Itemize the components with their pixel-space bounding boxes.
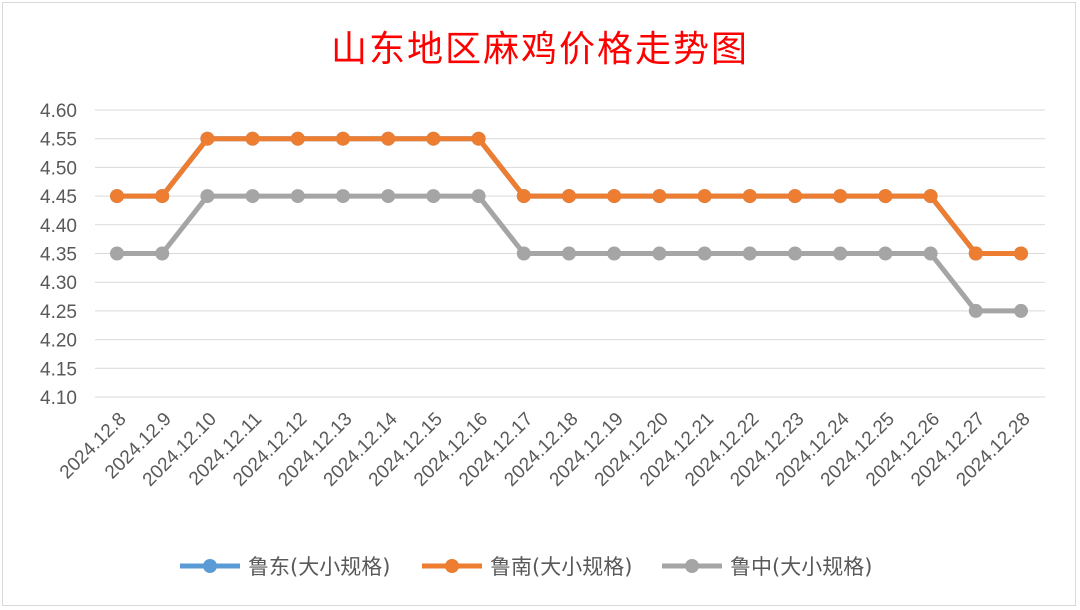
legend-swatch-marker — [445, 559, 459, 573]
data-point — [788, 246, 802, 261]
y-tick-label: 4.10 — [40, 388, 77, 409]
data-point — [742, 246, 757, 261]
y-axis-ticks: 4.10 4.15 4.20 4.25 4.30 4.35 4.40 4.45 4.50 4.55… — [40, 101, 77, 409]
legend-item: 鲁南(大小规格) — [422, 555, 632, 579]
data-point — [697, 189, 712, 204]
data-point — [471, 131, 486, 146]
data-point — [471, 189, 486, 204]
y-tick-label: 4.35 — [40, 245, 77, 266]
data-point — [290, 189, 305, 204]
y-tick-label: 4.55 — [40, 130, 77, 151]
chart-title: 山东地区麻鸡价格走势图 — [330, 29, 749, 70]
data-point — [607, 246, 622, 261]
data-point — [110, 246, 124, 261]
data-point — [336, 131, 350, 146]
data-point — [968, 303, 983, 318]
data-point — [290, 131, 305, 146]
legend-item: 鲁中(大小规格) — [662, 555, 872, 579]
data-point — [155, 246, 170, 261]
data-point — [336, 189, 350, 204]
data-point — [742, 189, 757, 204]
data-point — [245, 189, 260, 204]
y-tick-label: 4.15 — [40, 359, 77, 380]
data-point — [697, 246, 712, 261]
data-point — [923, 246, 938, 261]
data-point — [155, 189, 170, 204]
y-tick-label: 4.25 — [40, 302, 77, 323]
data-point — [652, 246, 667, 261]
data-point — [833, 246, 848, 261]
data-point — [968, 246, 983, 261]
data-point — [833, 189, 848, 204]
series-lines — [110, 131, 1028, 318]
data-point — [381, 189, 396, 204]
data-point — [652, 189, 667, 204]
y-tick-label: 4.40 — [40, 216, 77, 237]
legend: 鲁东(大小规格) 鲁南(大小规格) 鲁中(大小规格) — [180, 555, 872, 579]
legend-label: 鲁东(大小规格) — [248, 555, 390, 579]
data-point — [607, 189, 622, 204]
data-point — [516, 189, 531, 204]
data-point — [426, 131, 441, 146]
y-tick-label: 4.45 — [40, 187, 77, 208]
data-point — [1014, 246, 1028, 261]
data-point — [381, 131, 396, 146]
data-point — [878, 189, 893, 204]
data-point — [516, 246, 531, 261]
data-point — [562, 246, 576, 261]
legend-label: 鲁南(大小规格) — [490, 555, 632, 579]
x-axis-ticks: 2024.12.82024.12.92024.12.102024.12.1120… — [56, 408, 1035, 490]
series-3 — [110, 189, 1028, 318]
data-point — [923, 189, 938, 204]
y-tick-label: 4.20 — [40, 331, 77, 352]
data-point — [110, 189, 124, 204]
data-point — [200, 189, 215, 204]
legend-swatch-marker — [685, 559, 699, 573]
data-point — [562, 189, 576, 204]
data-point — [245, 131, 260, 146]
data-point — [878, 246, 893, 261]
data-point — [1014, 303, 1028, 318]
y-tick-label: 4.60 — [40, 101, 77, 122]
legend-swatch-marker — [203, 559, 217, 573]
data-point — [200, 131, 215, 146]
legend-item: 鲁东(大小规格) — [180, 555, 390, 579]
legend-label: 鲁中(大小规格) — [730, 555, 872, 579]
series-2 — [110, 131, 1028, 261]
data-point — [788, 189, 802, 204]
y-tick-label: 4.30 — [40, 273, 77, 294]
y-tick-label: 4.50 — [40, 158, 77, 179]
data-point — [426, 189, 441, 204]
